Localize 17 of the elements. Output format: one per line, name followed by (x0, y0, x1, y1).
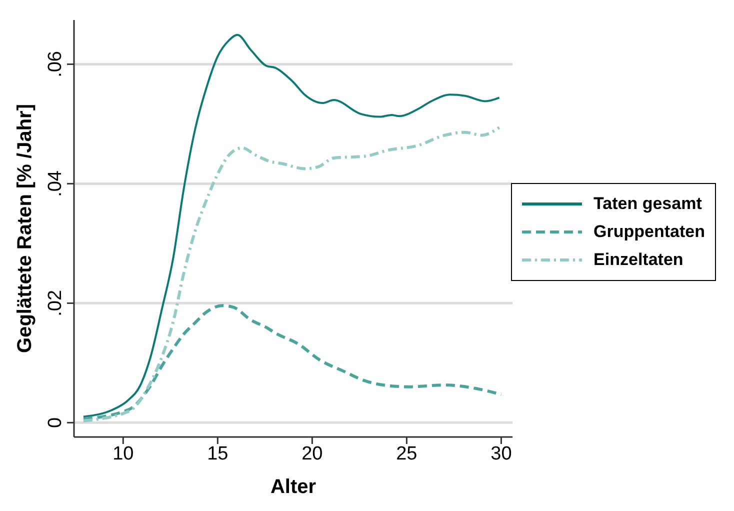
x-tick-label: 15 (207, 443, 228, 464)
x-axis-title: Alter (270, 476, 316, 498)
y-tick-label: 0 (45, 417, 66, 428)
x-tick-label: 25 (396, 443, 418, 464)
legend-label: Einzeltaten (594, 250, 684, 270)
legend-label: Gruppentaten (594, 222, 705, 242)
x-tick-label: 20 (302, 443, 323, 464)
y-tick-label: .06 (45, 51, 66, 78)
line-series (82, 304, 503, 421)
y-tick-label: .04 (45, 170, 66, 197)
y-tick-label: .02 (45, 290, 66, 316)
legend-label: Taten gesamt (594, 194, 702, 214)
x-tick-label: 30 (490, 443, 512, 464)
x-tick-label: 10 (112, 443, 134, 464)
line-series (82, 126, 501, 422)
y-axis-title: Geglättete Raten [% /Jahr] (14, 104, 36, 353)
line-series (82, 34, 500, 418)
